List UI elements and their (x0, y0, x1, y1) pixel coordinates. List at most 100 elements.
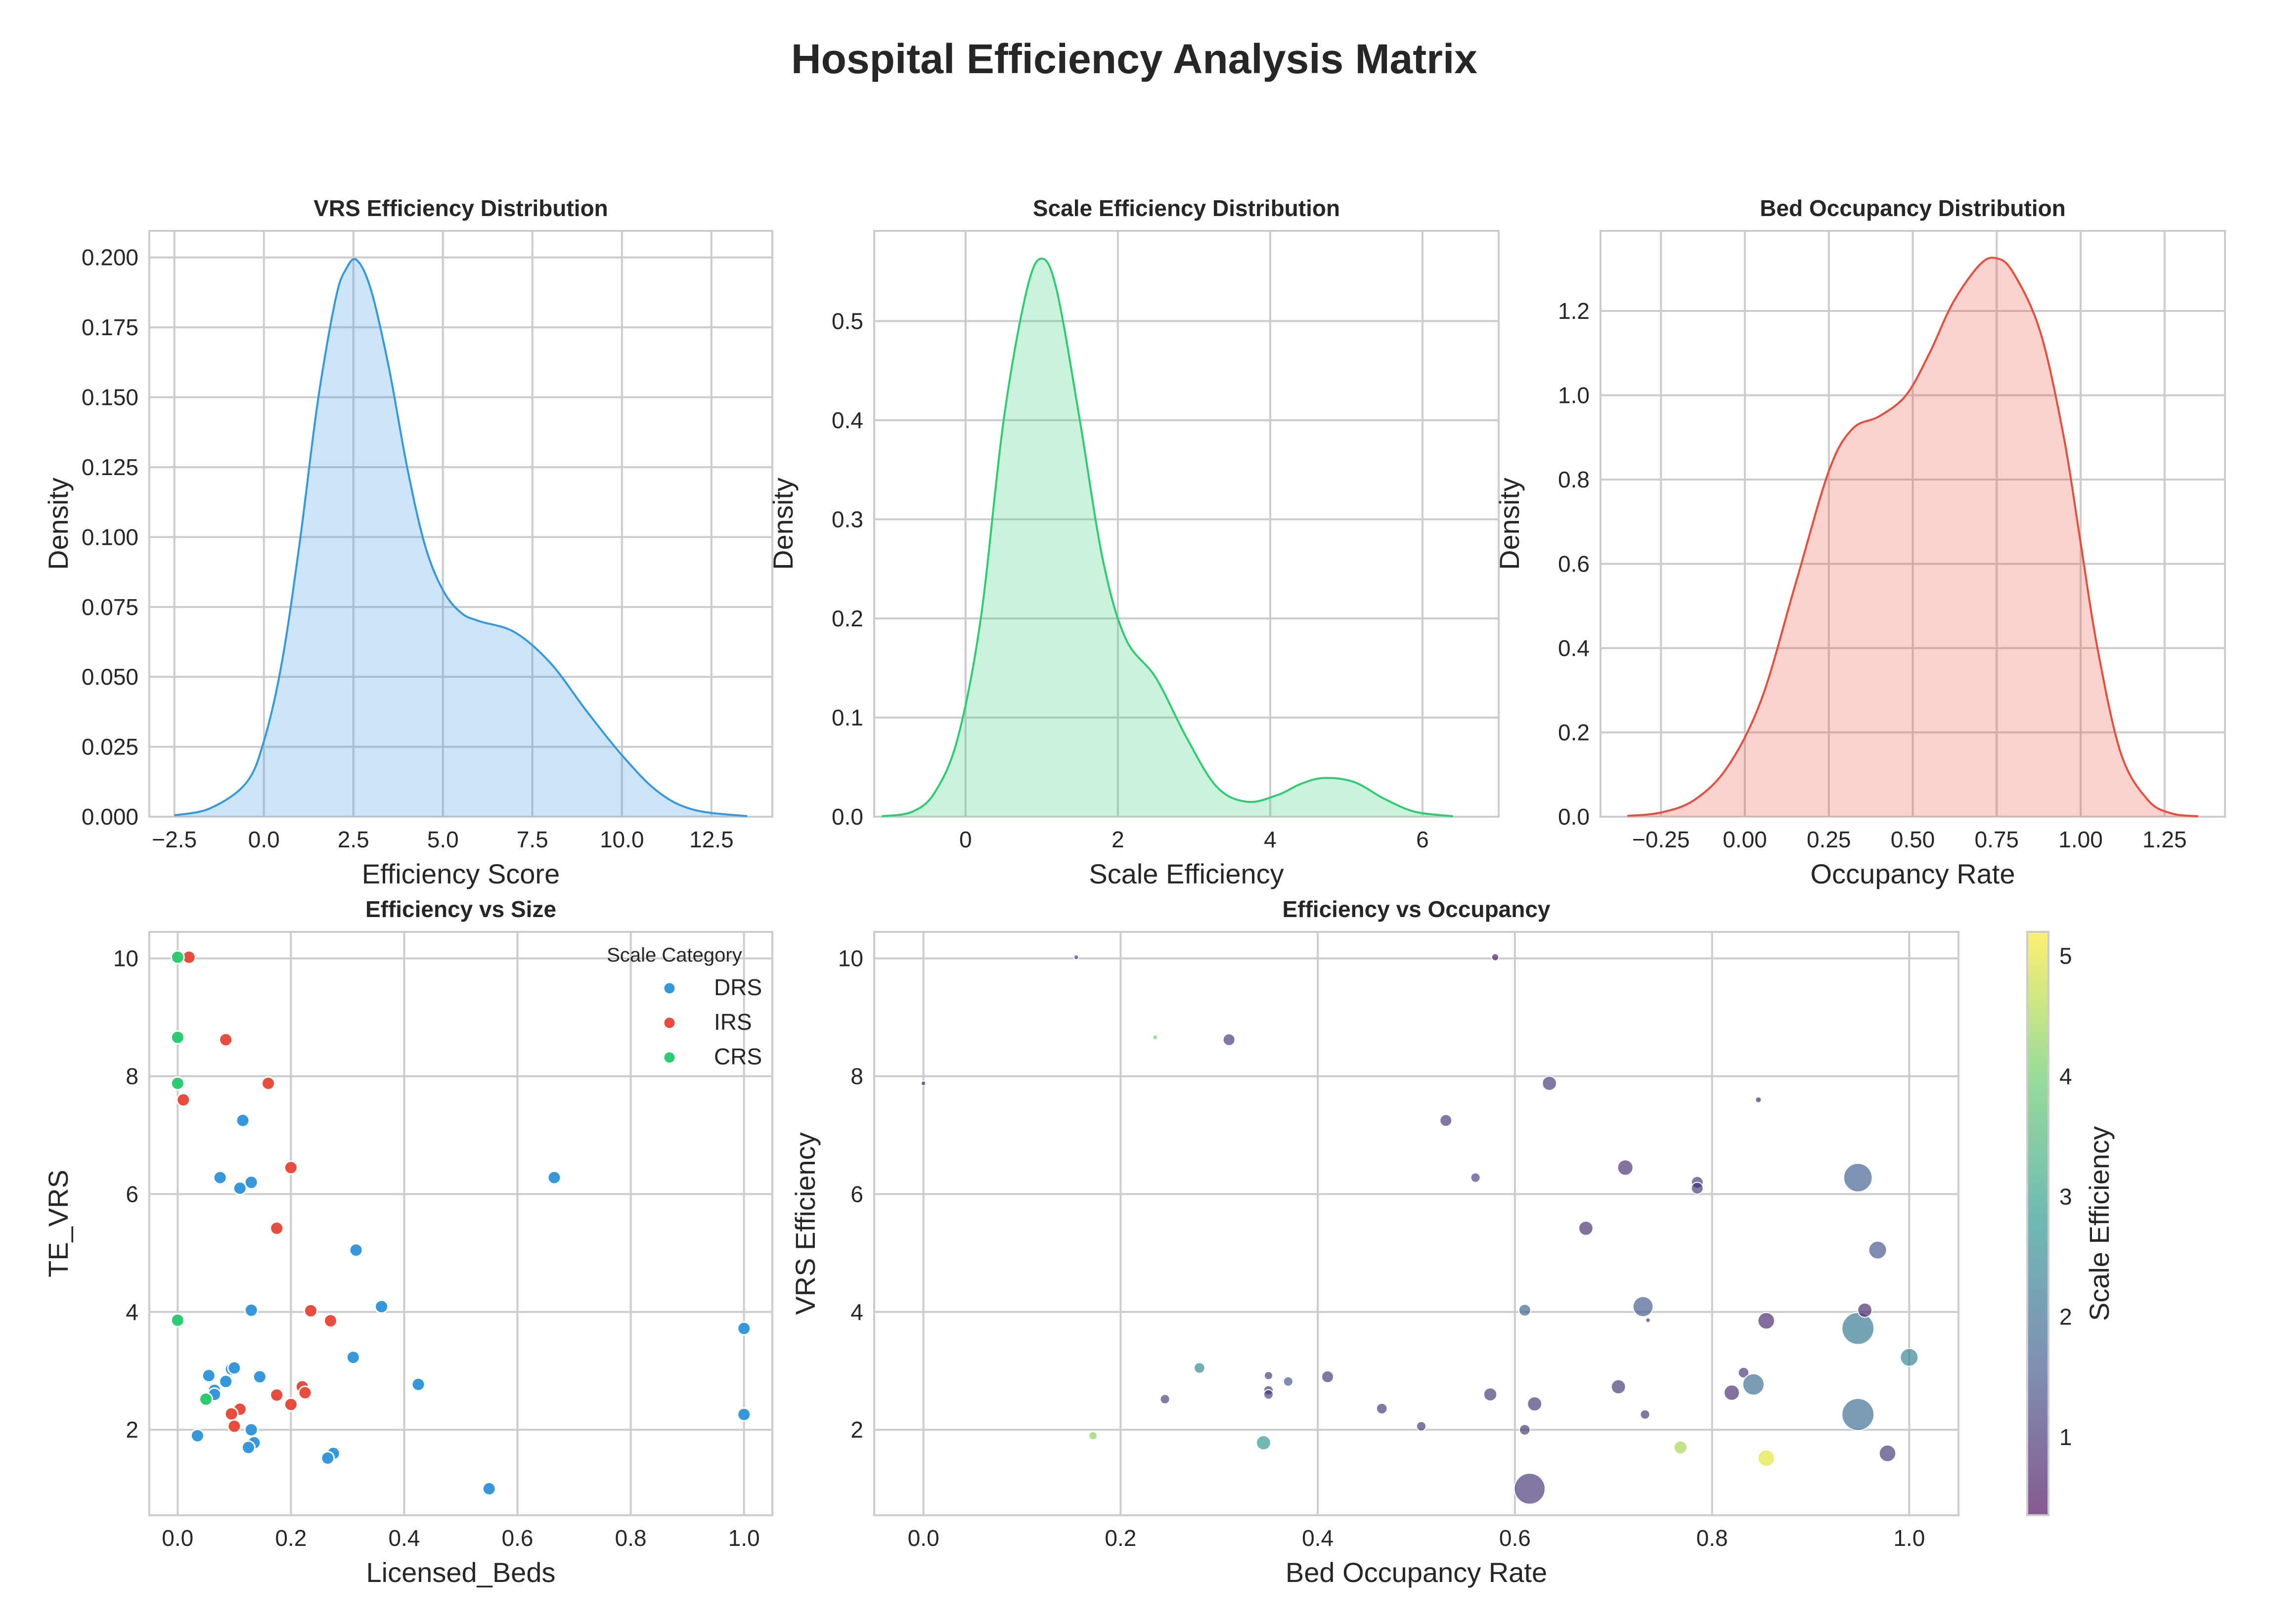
bubble-point (1439, 1114, 1453, 1127)
y-tick-label: 8 (126, 1063, 138, 1089)
scatter-point-drs (346, 1350, 360, 1365)
scatter-point-irs (227, 1419, 242, 1434)
plot-frame (1600, 230, 2226, 818)
y-tick-label: 8 (850, 1063, 863, 1089)
y-tick-label: 0.125 (82, 454, 138, 480)
x-axis-label: Licensed_Beds (366, 1557, 556, 1588)
x-tick-label: 0.2 (1105, 1525, 1136, 1551)
scatter-point-drs (737, 1407, 752, 1422)
y-tick-label: 0.0 (1558, 804, 1590, 830)
x-axis-label: Efficiency Score (362, 858, 560, 889)
x-tick-label: 1.0 (728, 1525, 760, 1551)
y-tick-label: 4 (850, 1299, 863, 1325)
x-tick-label: 7.5 (517, 827, 548, 852)
scatter-point-irs (298, 1385, 312, 1400)
y-tick-label: 6 (850, 1181, 863, 1207)
y-tick-label: 0.050 (82, 664, 138, 690)
x-tick-label: 0.2 (275, 1525, 307, 1551)
y-tick-label: 0.075 (82, 594, 138, 620)
bubble-point (1264, 1371, 1273, 1380)
scatter-point-irs (303, 1303, 318, 1318)
y-tick-label: 0.0 (832, 804, 863, 830)
legend-marker (663, 981, 676, 995)
bubble-point (1527, 1396, 1543, 1412)
scatter-point-irs (283, 1397, 298, 1412)
bubble-point (1757, 1449, 1776, 1467)
y-axis-label: VRS Efficiency (790, 1132, 821, 1315)
bubble-point (1610, 1379, 1626, 1395)
density-line (882, 258, 1453, 817)
scatter-point-drs (201, 1368, 216, 1383)
y-tick-label: 0.2 (832, 606, 863, 631)
scatter-point-drs (213, 1170, 227, 1185)
y-tick-label: 0.150 (82, 385, 138, 410)
x-tick-label: 5.0 (427, 827, 459, 852)
x-tick-label: 0 (959, 827, 972, 852)
scatter-point-crs (199, 1392, 214, 1406)
x-tick-label: 1.0 (1893, 1525, 1925, 1551)
bubble-point (1640, 1409, 1650, 1420)
bubble-point (1483, 1387, 1498, 1402)
y-tick-label: 2 (850, 1417, 863, 1443)
y-tick-label: 10 (838, 946, 863, 971)
y-tick-label: 0.2 (1558, 719, 1590, 745)
legend-label: DRS (714, 974, 762, 1000)
panel-title: VRS Efficiency Distribution (313, 195, 608, 221)
scatter-point-drs (219, 1374, 233, 1389)
x-tick-label: 0.4 (388, 1525, 420, 1551)
plot-frame (873, 230, 1500, 818)
scatter-point-irs (269, 1221, 284, 1236)
y-tick-label: 0.000 (82, 804, 138, 830)
x-tick-label: 1.25 (2142, 827, 2187, 852)
colorbar-frame (2026, 931, 2049, 1516)
scatter-point-irs (219, 1032, 233, 1047)
y-tick-label: 0.4 (1558, 635, 1590, 661)
bubble-point (1152, 1034, 1158, 1041)
y-tick-label: 0.6 (1558, 551, 1590, 576)
density-area (174, 259, 748, 817)
x-axis-label: Scale Efficiency (1089, 858, 1284, 889)
scatter-point-drs (227, 1361, 242, 1375)
scatter-point-drs (349, 1243, 363, 1258)
x-axis-label: Occupancy Rate (1811, 858, 2015, 889)
x-tick-label: 2 (1112, 827, 1124, 852)
bubble-point (1673, 1440, 1688, 1455)
x-tick-label: −0.25 (1632, 827, 1690, 852)
bubble-point (1691, 1182, 1704, 1195)
scatter-point-irs (176, 1093, 191, 1107)
density-line (174, 258, 748, 817)
bubble-point (1321, 1370, 1335, 1383)
bubble-point (1088, 1431, 1098, 1441)
bubble-point (1742, 1373, 1765, 1396)
x-tick-label: 0.6 (1499, 1525, 1531, 1551)
bubble-point (1757, 1312, 1776, 1330)
x-tick-label: 10.0 (600, 827, 644, 852)
x-tick-label: 0.6 (502, 1525, 534, 1551)
y-tick-label: 0.1 (832, 704, 863, 730)
scatter-point-irs (261, 1076, 276, 1091)
legend-title: Scale Category (607, 944, 742, 966)
panel-title: Efficiency vs Size (365, 896, 556, 922)
colorbar-tick-label: 1 (2059, 1424, 2072, 1450)
scatter-point-drs (374, 1299, 389, 1314)
y-axis-label: Density (1494, 478, 1525, 570)
bubble-point (1578, 1221, 1594, 1236)
x-tick-label: 0.00 (1723, 827, 1767, 852)
colorbar-tick-label: 4 (2059, 1063, 2072, 1089)
panel-vrs-efficiency-distribution: −2.5 0.0 2.5 5.0 7.5 10.0 12.5 0.000 0.025 0.050 0… (43, 195, 773, 889)
y-tick-label: 0.025 (82, 734, 138, 760)
panel-title: Scale Efficiency Distribution (1033, 195, 1340, 221)
y-tick-label: 2 (126, 1417, 138, 1443)
panel-title: Efficiency vs Occupancy (1282, 896, 1550, 922)
bubble-point (1878, 1445, 1897, 1462)
density-area (882, 259, 1453, 817)
x-tick-label: −2.5 (152, 827, 197, 852)
density-line (1627, 257, 2198, 818)
y-tick-label: 0.200 (82, 245, 138, 270)
bubble-point (1755, 1096, 1762, 1103)
scatter-point-drs (244, 1422, 259, 1437)
plot-frame (148, 230, 773, 818)
x-tick-label: 0.50 (1891, 827, 1935, 852)
scatter-point-crs (170, 1030, 185, 1045)
